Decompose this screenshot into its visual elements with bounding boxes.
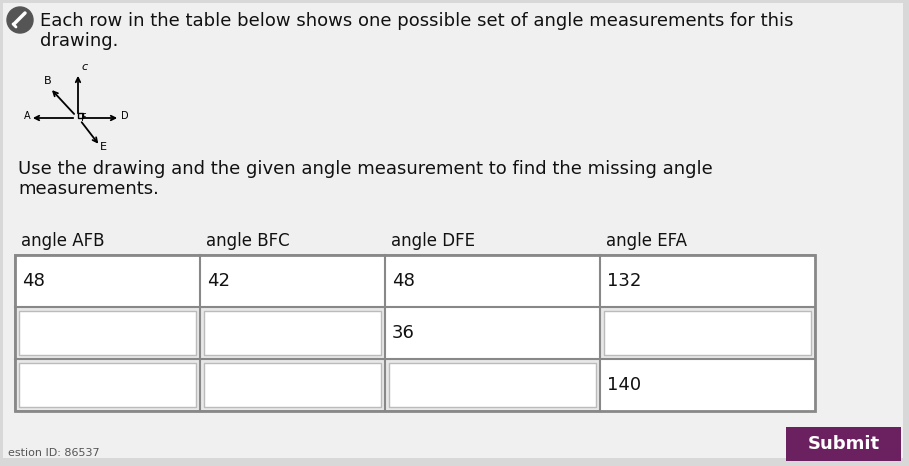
- Text: c: c: [81, 62, 87, 72]
- Circle shape: [7, 7, 33, 33]
- Bar: [385, 255, 600, 307]
- Bar: [385, 359, 600, 411]
- Text: angle DFE: angle DFE: [391, 232, 475, 250]
- Bar: [389, 363, 596, 407]
- Text: D: D: [121, 111, 129, 121]
- Text: 36: 36: [392, 324, 415, 342]
- Text: Submit: Submit: [807, 435, 880, 453]
- Text: 132: 132: [607, 272, 642, 290]
- Bar: [600, 255, 815, 307]
- Bar: [15, 255, 200, 307]
- Text: 48: 48: [392, 272, 415, 290]
- Text: measurements.: measurements.: [18, 180, 159, 198]
- Bar: [15, 307, 200, 359]
- Text: Use the drawing and the given angle measurement to find the missing angle: Use the drawing and the given angle meas…: [18, 160, 713, 178]
- Bar: [200, 255, 385, 307]
- Bar: [385, 255, 600, 307]
- Text: A: A: [24, 111, 31, 121]
- Bar: [600, 307, 815, 359]
- Bar: [15, 255, 200, 307]
- Text: B: B: [44, 76, 52, 86]
- Text: angle BFC: angle BFC: [206, 232, 290, 250]
- Text: angle EFA: angle EFA: [606, 232, 687, 250]
- Bar: [204, 363, 381, 407]
- Bar: [19, 311, 196, 355]
- Bar: [200, 307, 385, 359]
- Text: E: E: [100, 142, 107, 152]
- Bar: [786, 427, 901, 461]
- Bar: [15, 359, 200, 411]
- Text: 140: 140: [607, 376, 641, 394]
- Text: F: F: [81, 113, 86, 123]
- Bar: [15, 255, 815, 411]
- Bar: [600, 359, 815, 411]
- Bar: [19, 363, 196, 407]
- Bar: [200, 255, 385, 307]
- Bar: [78, 113, 83, 118]
- Bar: [385, 307, 600, 359]
- Text: 48: 48: [22, 272, 45, 290]
- Bar: [204, 311, 381, 355]
- Bar: [385, 307, 600, 359]
- Bar: [600, 255, 815, 307]
- Text: Each row in the table below shows one possible set of angle measurements for thi: Each row in the table below shows one po…: [40, 12, 794, 30]
- Bar: [600, 359, 815, 411]
- Text: angle AFB: angle AFB: [21, 232, 105, 250]
- Text: 42: 42: [207, 272, 230, 290]
- Bar: [200, 359, 385, 411]
- Bar: [604, 311, 811, 355]
- Text: drawing.: drawing.: [40, 32, 118, 50]
- Text: estion ID: 86537: estion ID: 86537: [8, 448, 100, 458]
